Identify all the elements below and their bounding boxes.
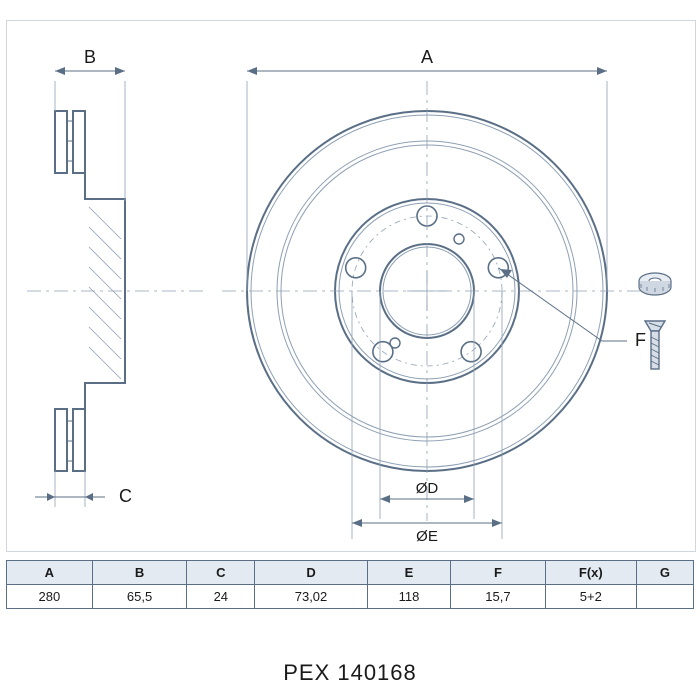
dim-label-D: ØD (416, 480, 439, 497)
figure-container: A ØD ØE F (0, 0, 700, 700)
front-view: A ØD ØE F (222, 47, 647, 545)
col-B: B (92, 561, 187, 585)
cell-D: 73,02 (255, 585, 368, 609)
technical-drawing-svg: A ØD ØE F (7, 21, 695, 551)
col-E: E (367, 561, 450, 585)
side-view: B C (27, 47, 207, 507)
col-C: C (187, 561, 255, 585)
table-header-row: A B C D E F F(x) G (7, 561, 694, 585)
cell-G (636, 585, 693, 609)
col-D: D (255, 561, 368, 585)
col-F: F (451, 561, 546, 585)
dim-label-C: C (119, 486, 132, 506)
cell-E: 118 (367, 585, 450, 609)
col-G: G (636, 561, 693, 585)
dim-label-E: ØE (416, 528, 438, 545)
drawing-area: A ØD ØE F (6, 20, 696, 552)
cell-B: 65,5 (92, 585, 187, 609)
cell-C: 24 (187, 585, 255, 609)
col-Fx: F(x) (545, 561, 636, 585)
dim-label-B: B (84, 47, 96, 67)
part-number-label: PEX 140168 (0, 660, 700, 686)
dim-label-A: A (421, 47, 433, 67)
table-row: 280 65,5 24 73,02 118 15,7 5+2 (7, 585, 694, 609)
cell-Fx: 5+2 (545, 585, 636, 609)
dim-label-F: F (635, 330, 646, 350)
cell-A: 280 (7, 585, 93, 609)
col-A: A (7, 561, 93, 585)
cell-F: 15,7 (451, 585, 546, 609)
spec-table: A B C D E F F(x) G 280 65,5 24 73,02 118… (6, 560, 694, 609)
hardware-icon (639, 273, 671, 369)
